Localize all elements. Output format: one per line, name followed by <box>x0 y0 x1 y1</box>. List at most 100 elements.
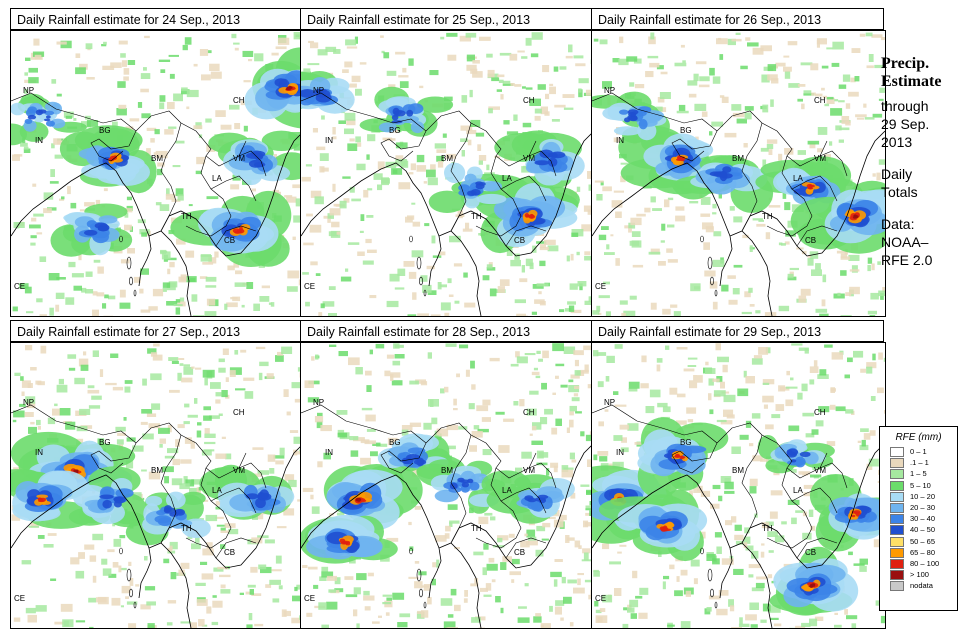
country-label-cb: CB <box>224 548 235 557</box>
caption-daily: Daily <box>881 166 913 182</box>
legend-item: 20 – 30 <box>880 502 957 514</box>
island-outline <box>409 547 413 555</box>
map-boundary <box>729 442 885 628</box>
legend-item: 10 – 20 <box>880 491 957 503</box>
map-boundary <box>11 474 152 599</box>
legend-item: 65 – 80 <box>880 547 957 559</box>
legend-item: 40 – 50 <box>880 525 957 536</box>
legend-swatch <box>890 469 904 480</box>
map-boundary <box>438 442 594 628</box>
map-boundary <box>301 404 557 559</box>
country-label-ch: CH <box>523 96 535 105</box>
map-panel-27sep: Daily Rainfall estimate for 27 Sep., 201… <box>10 320 305 630</box>
country-label-ce: CE <box>14 594 25 603</box>
country-label-bm: BM <box>441 154 453 163</box>
island-outline <box>714 601 718 609</box>
country-label-bg: BG <box>99 126 111 135</box>
rainfall-map[interactable]: NP CH IN BG BM VM LA TH CB CE <box>591 342 886 629</box>
map-boundary <box>11 404 267 559</box>
map-panel-26sep: Daily Rainfall estimate for 26 Sep., 201… <box>591 8 886 318</box>
caption-source: NOAA– <box>881 234 929 250</box>
country-label-ce: CE <box>595 282 606 291</box>
country-label-la: LA <box>212 486 222 495</box>
island-outline <box>707 256 713 270</box>
caption-product: RFE 2.0 <box>881 252 933 268</box>
legend-title: RFE (mm) <box>895 432 942 443</box>
island-outline <box>409 235 413 243</box>
map-panel-29sep: Daily Rainfall estimate for 29 Sep., 201… <box>591 320 886 630</box>
map-panel-28sep: Daily Rainfall estimate for 28 Sep., 201… <box>300 320 595 630</box>
map-boundary <box>592 474 733 599</box>
legend-swatch <box>890 536 904 547</box>
legend-item: > 100 <box>880 570 957 581</box>
rainfall-field <box>301 343 594 628</box>
legend-swatch <box>890 447 904 457</box>
country-label-ch: CH <box>814 96 826 105</box>
country-label-in: IN <box>325 136 333 145</box>
caption-through: through <box>881 98 929 114</box>
legend-item: 30 – 40 <box>880 514 957 525</box>
legend-label: 10 – 20 <box>910 491 936 501</box>
legend-label: nodata <box>910 581 933 591</box>
island-outline <box>126 568 132 582</box>
country-label-bg: BG <box>680 438 692 447</box>
caption-totals: Totals <box>881 184 918 200</box>
panel-title: Daily Rainfall estimate for 25 Sep., 201… <box>300 8 593 30</box>
country-label-vm: VM <box>233 154 245 163</box>
map-boundary <box>592 162 733 287</box>
legend-item: 80 – 100 <box>880 558 957 570</box>
country-label-bm: BM <box>151 466 163 475</box>
panel-title: Daily Rainfall estimate for 24 Sep., 201… <box>10 8 303 30</box>
country-label-bm: BM <box>151 154 163 163</box>
country-label-np: NP <box>313 86 324 95</box>
island-outline <box>700 547 704 555</box>
panel-title: Daily Rainfall estimate for 29 Sep., 201… <box>591 320 884 342</box>
map-boundary <box>301 92 557 247</box>
rainfall-field <box>592 32 885 316</box>
legend-item: nodata <box>880 581 957 592</box>
country-label-la: LA <box>793 174 803 183</box>
island-outline <box>133 289 137 297</box>
legend-label: 0 – 1 <box>910 447 927 456</box>
legend-label: 20 – 30 <box>910 502 936 512</box>
island-outline <box>133 601 137 609</box>
rainfall-map[interactable]: NP CH IN BG BM VM LA TH CB CE <box>591 30 886 317</box>
panel-title: Daily Rainfall estimate for 26 Sep., 201… <box>591 8 884 30</box>
legend-label: 65 – 80 <box>910 547 936 557</box>
map-boundary <box>301 474 442 599</box>
island-outline <box>700 235 704 243</box>
country-label-in: IN <box>616 448 624 457</box>
country-label-in: IN <box>35 136 43 145</box>
legend-label: .1 – 1 <box>910 458 929 468</box>
legend-swatch <box>890 458 904 469</box>
legend-swatch <box>890 581 904 592</box>
country-label-la: LA <box>502 174 512 183</box>
country-label-vm: VM <box>233 466 245 475</box>
country-label-vm: VM <box>814 466 826 475</box>
legend-label: 50 – 65 <box>910 536 936 546</box>
country-label-bm: BM <box>732 466 744 475</box>
legend-label: 80 – 100 <box>910 558 940 568</box>
country-label-bg: BG <box>389 126 401 135</box>
island-outline <box>707 568 713 582</box>
rainfall-map[interactable]: NP CH IN BG BM VM LA TH CB CE <box>300 342 595 629</box>
country-label-cb: CB <box>224 236 235 245</box>
island-outline <box>119 235 123 243</box>
country-label-vm: VM <box>814 154 826 163</box>
country-label-ce: CE <box>14 282 25 291</box>
legend-swatch <box>890 547 904 558</box>
rainfall-map[interactable]: NP CH IN BG BM VM LA TH CB CE <box>10 342 305 629</box>
country-label-ce: CE <box>304 282 315 291</box>
rainfall-map[interactable]: NP CH IN BG BM VM LA TH CB CE <box>300 30 595 317</box>
country-label-cb: CB <box>514 236 525 245</box>
rainfall-map[interactable]: NP CH IN BG BM VM LA TH CB CE <box>10 30 305 317</box>
country-label-vm: VM <box>523 154 535 163</box>
island-outline <box>710 588 714 598</box>
rainfall-field <box>11 343 304 628</box>
rainfall-field <box>301 32 594 316</box>
country-label-bg: BG <box>389 438 401 447</box>
country-label-bg: BG <box>99 438 111 447</box>
caption-title-line1: Precip. <box>881 55 930 72</box>
country-label-ch: CH <box>233 408 245 417</box>
map-boundary <box>11 92 267 247</box>
